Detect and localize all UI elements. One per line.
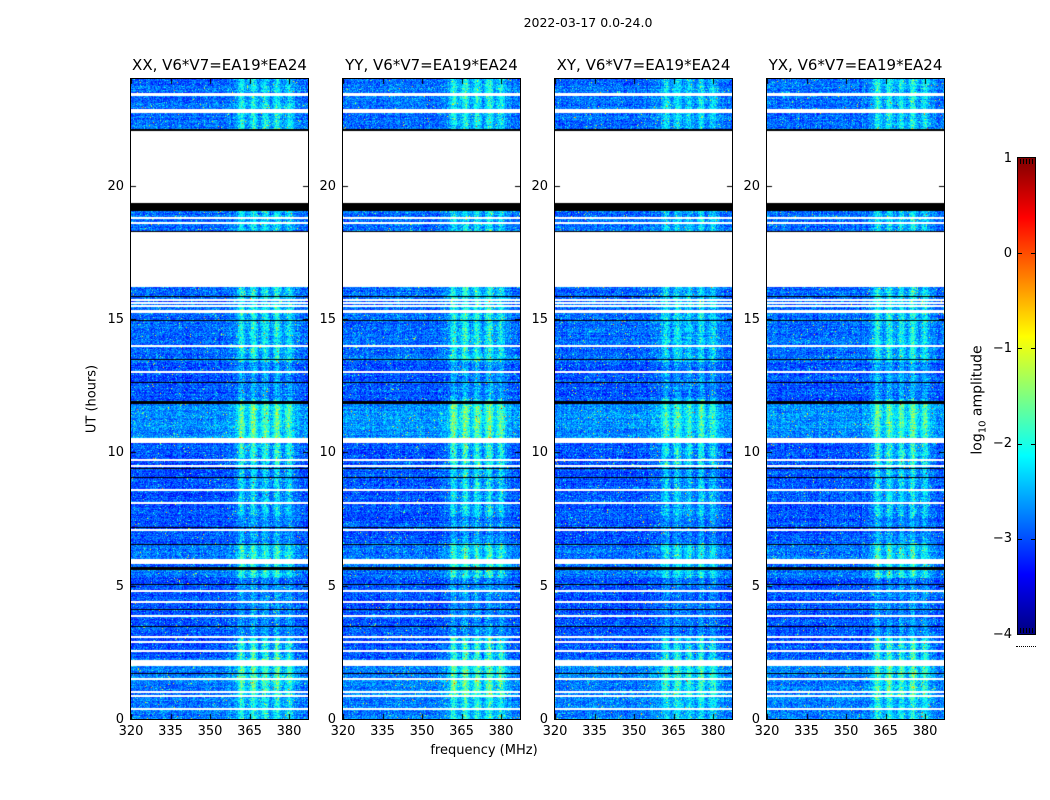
y-tick-label: 0 [751, 712, 760, 727]
colorbar-label: log10 amplitude [970, 345, 989, 454]
y-tick-label: 5 [327, 578, 336, 594]
colorbar-tick-mark [1031, 539, 1035, 540]
panel-xx [130, 78, 309, 720]
colorbar-tick-label: 1 [1003, 150, 1012, 166]
y-tick-label: 0 [539, 712, 548, 727]
colorbar-extend-dots [1016, 646, 1036, 647]
x-tick-label: 350 [409, 724, 435, 739]
x-tick-label: 380 [488, 724, 514, 739]
colorbar-end-hatch-top [1020, 159, 1033, 164]
y-tick-label: 20 [743, 178, 760, 194]
y-tick-label: 0 [327, 712, 336, 727]
colorbar-gradient [1018, 158, 1035, 634]
x-tick-label: 350 [197, 724, 223, 739]
panel-yy [342, 78, 521, 720]
panel-xy [554, 78, 733, 720]
x-tick-label: 350 [621, 724, 647, 739]
y-tick-label: 15 [107, 312, 124, 327]
panel-title: XX, V6*V7=EA19*EA24 [132, 56, 307, 74]
y-tick-label: 5 [115, 578, 124, 594]
colorbar-tick-mark [1031, 444, 1035, 445]
x-tick-label: 380 [912, 724, 938, 739]
x-tick-label: 365 [873, 724, 898, 739]
x-tick-label: 365 [237, 724, 262, 739]
x-tick-label: 335 [582, 724, 607, 739]
x-tick-label: 335 [794, 724, 819, 739]
y-tick-label: 15 [531, 312, 548, 327]
spectrogram-canvas-xy [555, 79, 732, 719]
colorbar [1017, 157, 1036, 635]
colorbar-label-text: log [969, 433, 986, 455]
x-tick-label: 320 [330, 724, 356, 739]
colorbar-tick-mark [1018, 539, 1022, 540]
spectrogram-canvas-yy [343, 79, 520, 719]
x-tick-label: 335 [158, 724, 183, 739]
y-tick-label: 10 [531, 445, 548, 461]
y-tick-label: 10 [319, 445, 336, 461]
colorbar-tick-label: 0 [1003, 245, 1012, 261]
x-tick-label: 320 [542, 724, 568, 739]
colorbar-tick-label: −2 [992, 436, 1012, 452]
colorbar-tick-mark [1018, 253, 1022, 254]
colorbar-tick-label: −1 [992, 340, 1012, 356]
spectrogram-canvas-xx [131, 79, 308, 719]
colorbar-tick-mark [1018, 444, 1022, 445]
y-tick-label: 10 [743, 445, 760, 461]
y-tick-label: 10 [107, 445, 124, 461]
colorbar-label-subscript: 10 [977, 420, 989, 434]
y-tick-label: 20 [107, 178, 124, 194]
y-tick-label: 5 [751, 578, 760, 594]
colorbar-tick-label: −3 [992, 531, 1012, 547]
x-tick-label: 320 [118, 724, 144, 739]
x-tick-label: 365 [661, 724, 686, 739]
x-tick-label: 365 [449, 724, 474, 739]
panel-title: YY, V6*V7=EA19*EA24 [345, 56, 518, 74]
colorbar-end-hatch-bottom [1020, 628, 1033, 633]
y-tick-label: 20 [319, 178, 336, 194]
x-tick-label: 380 [700, 724, 726, 739]
colorbar-tick-mark [1031, 253, 1035, 254]
colorbar-tick-mark [1031, 348, 1035, 349]
panel-title: YX, V6*V7=EA19*EA24 [768, 56, 943, 74]
y-tick-label: 0 [115, 712, 124, 727]
x-tick-label: 335 [370, 724, 395, 739]
x-tick-label: 380 [276, 724, 302, 739]
panel-yx [766, 78, 945, 720]
colorbar-tick-mark [1018, 348, 1022, 349]
y-tick-label: 20 [531, 178, 548, 194]
panel-title: XY, V6*V7=EA19*EA24 [556, 56, 731, 74]
y-axis-label: UT (hours) [84, 364, 100, 434]
x-tick-label: 350 [833, 724, 859, 739]
colorbar-tick-label: −4 [992, 626, 1012, 642]
x-tick-label: 320 [754, 724, 780, 739]
figure-title: 2022-03-17 0.0-24.0 [523, 15, 653, 30]
y-tick-label: 5 [539, 578, 548, 594]
y-tick-label: 15 [743, 312, 760, 327]
y-tick-label: 15 [319, 312, 336, 327]
spectrogram-canvas-yx [767, 79, 944, 719]
x-axis-label: frequency (MHz) [430, 743, 538, 758]
colorbar-label-text: amplitude [969, 345, 986, 421]
